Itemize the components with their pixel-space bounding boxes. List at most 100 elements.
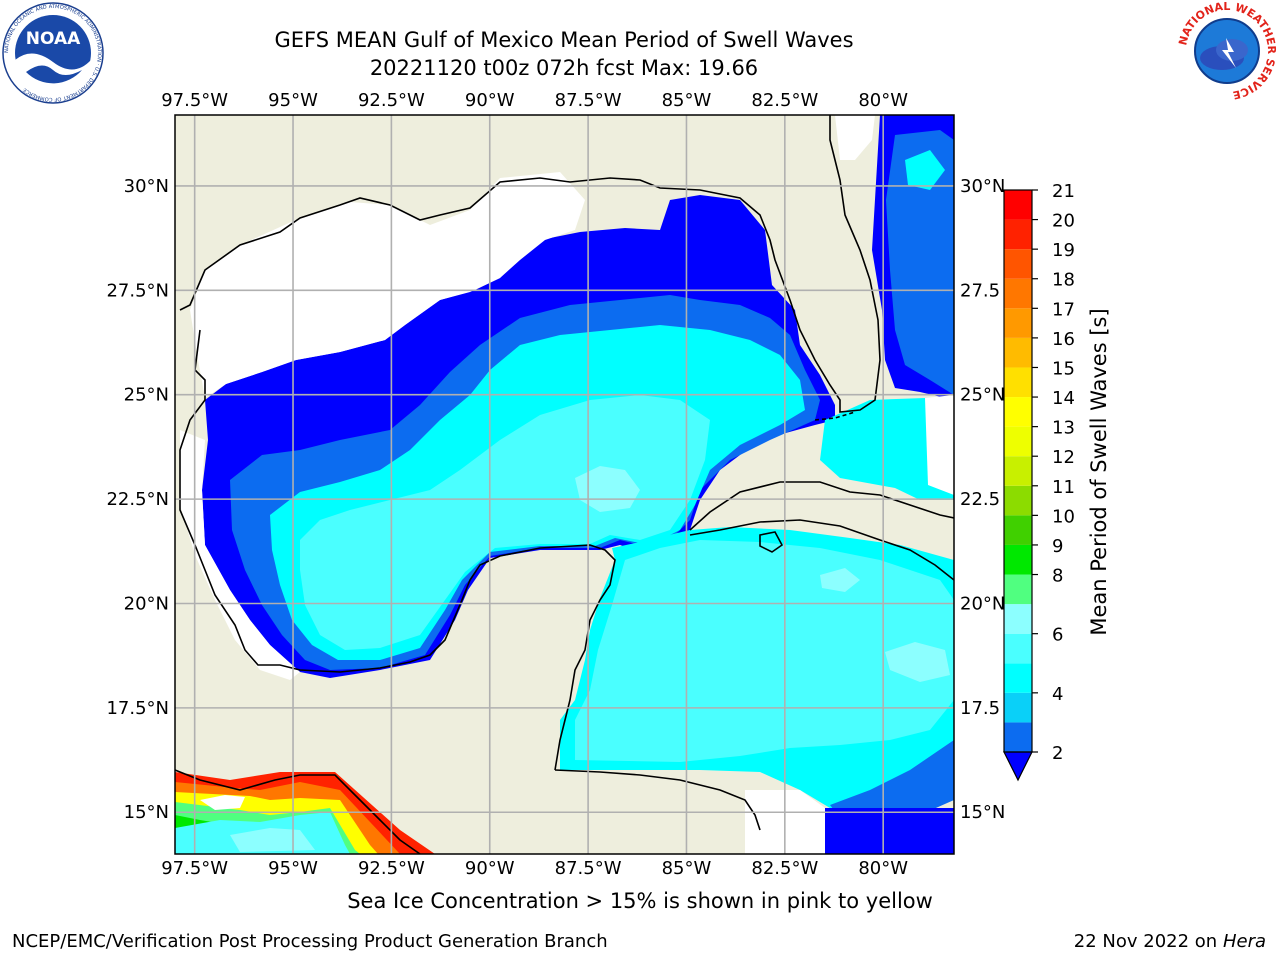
x-tick-label: 95°W <box>268 90 318 111</box>
colorbar-segment <box>1004 397 1032 427</box>
y-tick-label-right: 30°N <box>960 176 1005 197</box>
gulf-swell-8-9 <box>575 466 640 512</box>
colorbar-segment <box>1004 544 1032 575</box>
colorbar-segment <box>1004 456 1032 486</box>
footer-branch: NCEP/EMC/Verification Post Processing Pr… <box>12 931 608 952</box>
caribbean-swell-lt2 <box>825 808 954 854</box>
y-tick-label: 30°N <box>124 176 169 197</box>
caribbean-swell-8-9-b <box>820 568 860 592</box>
noaa-logo: NOAA NATIONAL OCEANIC AND ATMOSPHERIC AD… <box>2 2 104 104</box>
colorbar-segment <box>1004 722 1032 752</box>
coast-mexico-west <box>179 329 616 771</box>
colorbar-tick-label: 2 <box>1052 743 1063 764</box>
x-tick-label: 85°W <box>662 858 712 879</box>
footer-date-text: 22 Nov 2022 on <box>1073 931 1218 952</box>
y-tick-label-right: 15°N <box>960 802 1005 823</box>
atlantic-swell-4-6 <box>905 150 945 190</box>
y-ticks-right: 30°N 27.5 25°N 22.5 20°N 17.5 15°N <box>960 176 1005 823</box>
noaa-logo-text: NOAA <box>26 29 81 49</box>
sea-ice-note: Sea Ice Concentration > 15% is shown in … <box>347 889 933 913</box>
coast-central-america <box>175 769 421 854</box>
colorbar-extend-min <box>1003 751 1033 782</box>
x-ticks-top: 97.5°W 95°W 92.5°W 90°W 87.5°W 85°W 82.5°W 80°W <box>161 90 908 111</box>
footer-host: Hera <box>1222 931 1266 952</box>
y-tick-label-right: 17.5 <box>960 698 1000 719</box>
colorbar-tick-label: 9 <box>1052 536 1063 557</box>
colorbar-segment <box>1004 426 1032 457</box>
x-tick-label: 82.5°W <box>751 90 818 111</box>
colorbar-tick-label: 18 <box>1052 270 1075 291</box>
x-tick-label: 87.5°W <box>555 858 622 879</box>
colorbar-segment <box>1004 485 1032 516</box>
colorbar-segment <box>1004 190 1032 220</box>
colorbar-segment <box>1004 337 1032 368</box>
colorbar-tick-label: 12 <box>1052 447 1075 468</box>
coast-gulf <box>179 115 881 413</box>
x-ticks-bottom: 97.5°W 95°W 92.5°W 90°W 87.5°W 85°W 82.5°W 80°W <box>161 858 908 879</box>
y-tick-label: 27.5°N <box>106 280 169 301</box>
y-tick-label-right: 20°N <box>960 593 1005 614</box>
nodata-west-coast <box>180 430 300 680</box>
nodata-east-edge <box>925 395 954 495</box>
colorbar-tick-label: 4 <box>1052 684 1063 705</box>
colorbar-segment <box>1004 692 1032 723</box>
coast-isle-of-youth <box>759 531 784 553</box>
atlantic-swell-2-4 <box>886 130 954 395</box>
chart-subtitle: 20221120 t00z 072h fcst Max: 19.66 <box>369 56 759 80</box>
map-frame <box>174 114 955 855</box>
y-tick-label-right: 22.5 <box>960 489 1000 510</box>
x-tick-label: 97.5°W <box>161 90 228 111</box>
gulf-swell-6-8 <box>300 395 710 650</box>
x-tick-label: 82.5°W <box>751 858 818 879</box>
y-tick-label: 15°N <box>124 802 169 823</box>
colorbar-tick-label: 21 <box>1052 181 1075 202</box>
colorbar-label: Mean Period of Swell Waves [s] <box>1087 308 1111 635</box>
colorbar-segment <box>1004 604 1032 634</box>
colorbar-tick-label: 17 <box>1052 299 1075 320</box>
coastlines <box>175 115 954 854</box>
colorbar-segment <box>1004 574 1032 605</box>
colorbar-tick-label: 20 <box>1052 211 1075 232</box>
caribbean-swell-6-8 <box>575 540 954 762</box>
x-tick-label: 90°W <box>465 90 515 111</box>
colorbar-segment <box>1004 663 1032 693</box>
y-tick-label: 25°N <box>124 385 169 406</box>
colorbar-tick-label: 8 <box>1052 566 1063 587</box>
colorbar-segment <box>1004 633 1032 664</box>
x-tick-label: 92.5°W <box>358 90 425 111</box>
colorbar-tick-label: 10 <box>1052 506 1075 527</box>
y-tick-label: 20°N <box>124 593 169 614</box>
colorbar-tick-label: 6 <box>1052 625 1063 646</box>
colorbar-segment <box>1004 278 1032 309</box>
colorbar-segment <box>1004 515 1032 545</box>
grid-lines <box>175 115 954 854</box>
colorbar-tick-label: 16 <box>1052 329 1075 350</box>
y-tick-label-right: 27.5 <box>960 280 1000 301</box>
x-tick-label: 87.5°W <box>555 90 622 111</box>
caribbean-swell-8-9-a <box>885 642 950 682</box>
y-ticks-left: 30°N 27.5°N 25°N 22.5°N 20°N 17.5°N 15°N <box>106 176 169 823</box>
x-tick-label: 80°W <box>858 90 908 111</box>
y-tick-label-right: 25°N <box>960 385 1005 406</box>
caribbean-swell-2-4 <box>830 740 954 820</box>
chart-title: GEFS MEAN Gulf of Mexico Mean Period of … <box>274 28 854 52</box>
colorbar-segment <box>1004 249 1032 279</box>
colorbar-tick-label: 15 <box>1052 358 1075 379</box>
footer-date: 22 Nov 2022 on Hera <box>1074 931 1266 952</box>
colorbar-frame <box>1003 189 1033 753</box>
x-tick-label: 92.5°W <box>358 858 425 879</box>
x-tick-label: 85°W <box>662 90 712 111</box>
colorbar-segment <box>1004 308 1032 338</box>
colorbar: 2 4 6 8 9 10 11 12 13 14 15 16 17 18 19 20 21 <box>1003 181 1075 782</box>
nodata-north <box>190 172 585 398</box>
nodata-ne <box>835 115 875 160</box>
x-tick-label: 90°W <box>465 858 515 879</box>
pacific-nodata <box>200 795 245 810</box>
x-tick-label: 95°W <box>268 858 318 879</box>
nws-logo: NATIONAL WEATHER SERVICE <box>1176 0 1278 102</box>
colorbar-segment <box>1004 367 1032 398</box>
x-tick-label: 97.5°W <box>161 858 228 879</box>
colorbar-tick-label: 13 <box>1052 418 1075 439</box>
y-tick-label: 22.5°N <box>106 489 169 510</box>
